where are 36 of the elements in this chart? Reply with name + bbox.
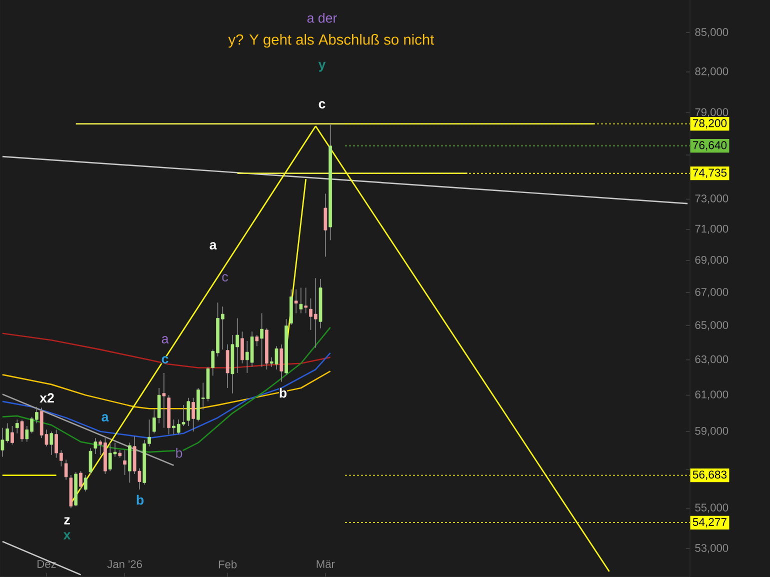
annotation: c bbox=[318, 101, 326, 108]
annotation: a bbox=[162, 336, 169, 344]
annotation: c bbox=[162, 356, 168, 364]
y-tick-label: 65,000 bbox=[695, 321, 728, 330]
y-tick-label: 67,000 bbox=[695, 288, 728, 298]
y-tick-label: 73,000 bbox=[695, 194, 728, 204]
y-tick-label: 63,000 bbox=[695, 355, 728, 364]
x-tick-label: Mär bbox=[316, 560, 335, 568]
annotation: x2 bbox=[40, 393, 54, 402]
ref-line-label: 78,200 bbox=[692, 119, 727, 129]
ref-line-label: 74,735 bbox=[692, 168, 727, 178]
ref-line-label: 56,683 bbox=[692, 470, 727, 480]
y-tick-label: 82,000 bbox=[695, 67, 728, 77]
y-tick-label: 55,000 bbox=[695, 504, 728, 513]
text: y? Y geht als Abschluß so nicht bbox=[228, 34, 434, 48]
annotation: a der bbox=[307, 12, 337, 23]
x-tick-label: Feb bbox=[218, 560, 237, 568]
annotation: a bbox=[210, 242, 217, 250]
y-tick-label: 79,000 bbox=[695, 108, 728, 118]
y-tick-label: 71,000 bbox=[695, 224, 728, 234]
y-tick-label: 59,000 bbox=[695, 426, 728, 436]
annotation: b bbox=[280, 388, 287, 398]
ref-line-label: 54,277 bbox=[692, 518, 726, 528]
y-tick-label: 53,000 bbox=[695, 544, 728, 554]
y-tick-label: 61,000 bbox=[695, 390, 728, 400]
y-tick-label: 69,000 bbox=[695, 256, 728, 266]
annotation: z bbox=[64, 517, 70, 524]
annotation: b bbox=[176, 448, 182, 458]
annotation: c bbox=[222, 274, 228, 282]
ref-line-label: 76,640 bbox=[692, 141, 727, 151]
y-tick-label: 85,000 bbox=[695, 28, 728, 38]
annotation: a bbox=[102, 414, 109, 422]
x-tick-label: Jan '26 bbox=[107, 560, 142, 568]
annotation: x bbox=[63, 532, 71, 540]
annotation: b bbox=[136, 494, 144, 505]
annotation: y bbox=[318, 62, 326, 72]
